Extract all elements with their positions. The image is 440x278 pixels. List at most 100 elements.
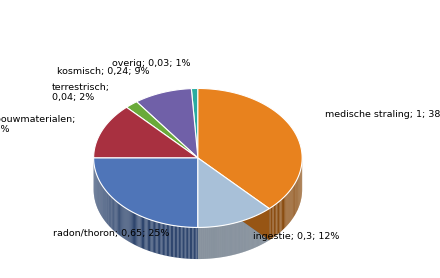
Polygon shape (265, 211, 266, 242)
Polygon shape (191, 88, 198, 158)
Polygon shape (247, 219, 248, 251)
Polygon shape (238, 222, 239, 254)
Polygon shape (227, 225, 228, 256)
Polygon shape (276, 203, 278, 235)
Polygon shape (224, 225, 225, 257)
Polygon shape (168, 225, 169, 256)
Polygon shape (240, 221, 241, 253)
Polygon shape (116, 200, 117, 233)
Polygon shape (198, 158, 269, 240)
Polygon shape (169, 225, 171, 257)
Polygon shape (131, 211, 132, 243)
Polygon shape (299, 173, 300, 206)
Polygon shape (147, 219, 148, 250)
Polygon shape (250, 218, 251, 250)
Polygon shape (159, 222, 160, 254)
Polygon shape (139, 215, 141, 248)
Polygon shape (167, 224, 168, 256)
Polygon shape (109, 195, 110, 227)
Polygon shape (203, 227, 204, 259)
Polygon shape (100, 182, 101, 215)
Polygon shape (263, 212, 264, 244)
Polygon shape (241, 221, 242, 253)
Polygon shape (246, 219, 247, 251)
Polygon shape (223, 225, 224, 257)
Polygon shape (226, 225, 227, 257)
Polygon shape (280, 199, 282, 232)
Polygon shape (160, 223, 161, 255)
Polygon shape (212, 227, 213, 259)
Polygon shape (252, 217, 253, 249)
Polygon shape (286, 193, 287, 226)
Polygon shape (148, 219, 149, 251)
Polygon shape (230, 224, 231, 256)
Polygon shape (278, 202, 279, 234)
Polygon shape (101, 184, 102, 216)
Polygon shape (207, 227, 208, 259)
Polygon shape (135, 214, 136, 245)
Polygon shape (145, 218, 147, 250)
Polygon shape (198, 227, 199, 259)
Polygon shape (175, 226, 176, 257)
Polygon shape (293, 185, 294, 218)
Polygon shape (113, 198, 114, 231)
Polygon shape (245, 220, 246, 252)
Polygon shape (197, 227, 198, 259)
Polygon shape (234, 223, 235, 255)
Polygon shape (220, 226, 221, 257)
Polygon shape (102, 186, 103, 218)
Text: extern bouwmaterialen;
0,35; 13%: extern bouwmaterialen; 0,35; 13% (0, 115, 76, 134)
Polygon shape (137, 215, 139, 247)
Text: radon/thoron; 0,65; 25%: radon/thoron; 0,65; 25% (53, 229, 169, 238)
Polygon shape (118, 203, 119, 235)
Polygon shape (117, 202, 118, 234)
Polygon shape (112, 198, 113, 230)
Polygon shape (228, 224, 229, 256)
Polygon shape (210, 227, 211, 259)
Polygon shape (289, 191, 290, 224)
Polygon shape (188, 227, 190, 259)
Polygon shape (126, 208, 127, 240)
Polygon shape (99, 180, 100, 213)
Polygon shape (272, 206, 274, 238)
Polygon shape (115, 200, 116, 232)
Polygon shape (290, 188, 291, 221)
Polygon shape (202, 227, 203, 259)
Polygon shape (261, 213, 262, 245)
Polygon shape (150, 220, 151, 252)
Polygon shape (108, 193, 109, 225)
Polygon shape (294, 183, 295, 216)
Polygon shape (201, 227, 202, 259)
Polygon shape (206, 227, 207, 259)
Polygon shape (285, 195, 286, 227)
Polygon shape (186, 227, 187, 259)
Polygon shape (256, 215, 257, 247)
Polygon shape (136, 214, 137, 246)
Polygon shape (172, 225, 173, 257)
Polygon shape (187, 227, 188, 259)
Polygon shape (192, 227, 194, 259)
Polygon shape (214, 227, 215, 258)
Polygon shape (296, 180, 297, 212)
Polygon shape (155, 221, 156, 253)
Polygon shape (94, 107, 198, 158)
Polygon shape (177, 226, 179, 258)
Polygon shape (205, 227, 206, 259)
Polygon shape (260, 213, 261, 245)
Polygon shape (183, 227, 184, 259)
Polygon shape (132, 212, 133, 244)
Polygon shape (154, 221, 155, 253)
Polygon shape (264, 211, 265, 243)
Polygon shape (249, 218, 250, 250)
Polygon shape (190, 227, 191, 259)
Polygon shape (254, 216, 255, 248)
Polygon shape (127, 102, 198, 158)
Polygon shape (171, 225, 172, 257)
Polygon shape (136, 89, 198, 158)
Polygon shape (165, 224, 167, 256)
Polygon shape (284, 196, 285, 229)
Polygon shape (291, 187, 293, 220)
Polygon shape (225, 225, 226, 257)
Text: terrestrisch;
0,04; 2%: terrestrisch; 0,04; 2% (52, 83, 110, 102)
Polygon shape (110, 195, 111, 228)
